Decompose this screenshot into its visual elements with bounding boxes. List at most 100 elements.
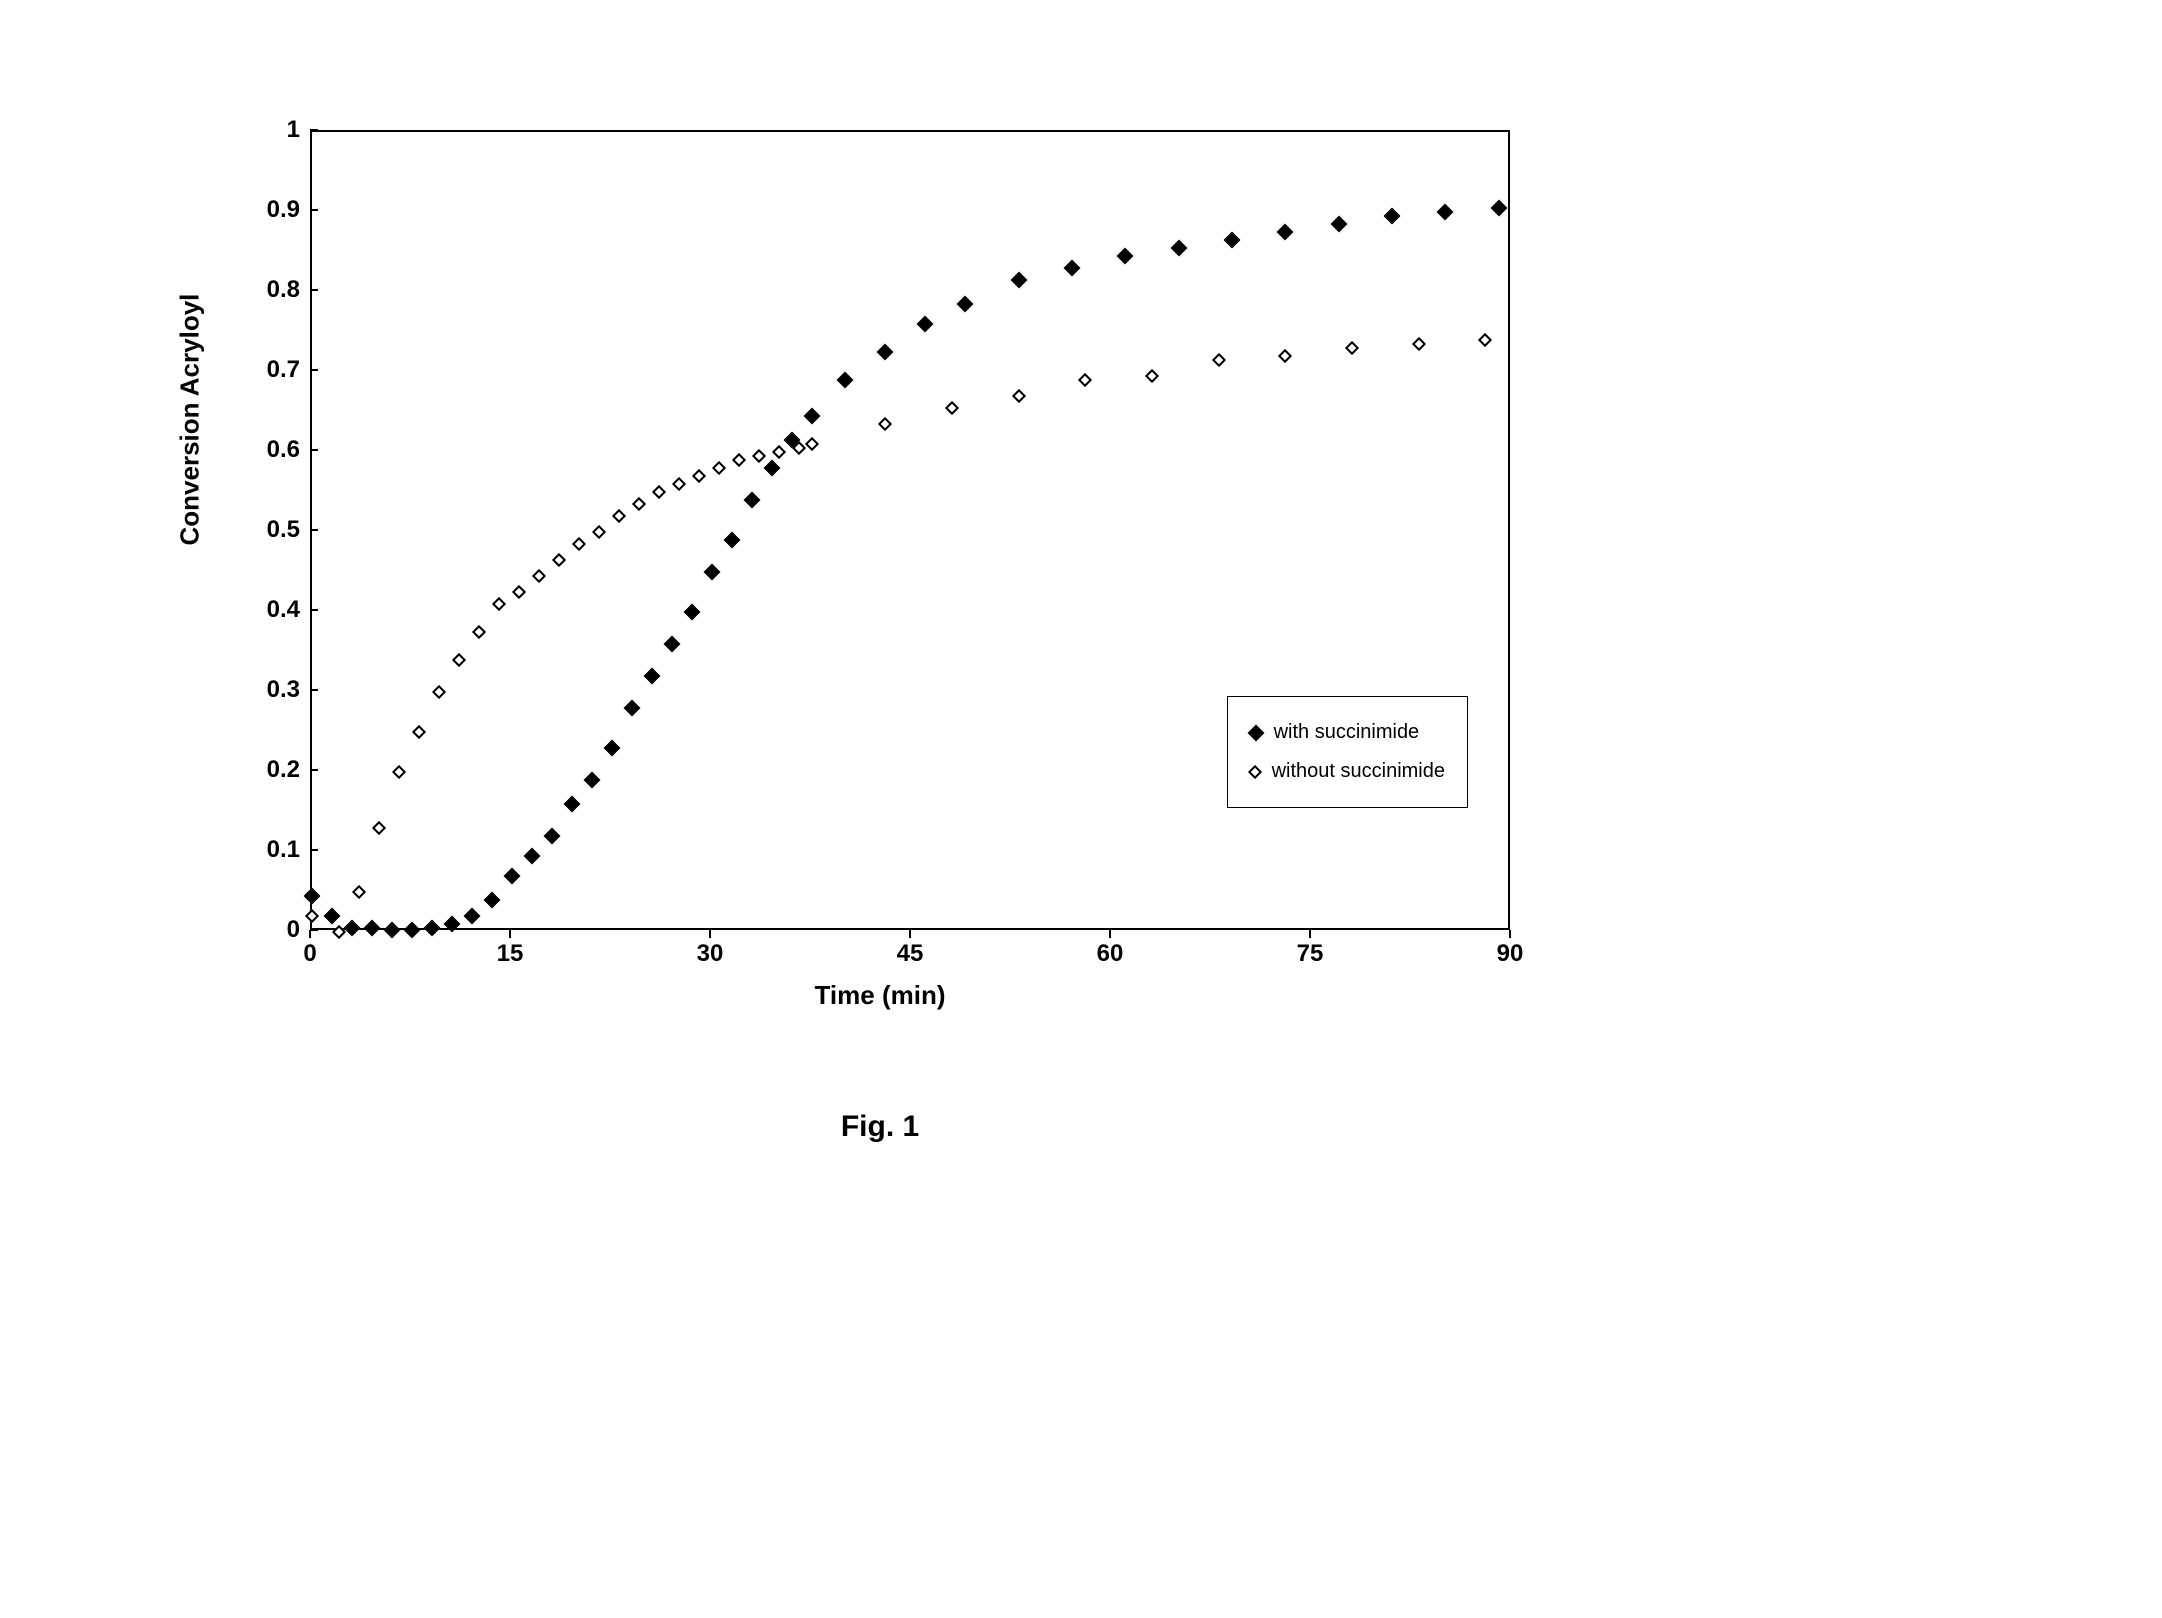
data-point [752, 449, 766, 463]
data-point [837, 372, 854, 389]
data-point [724, 532, 741, 549]
data-point [552, 553, 566, 567]
y-tick-label: 0.5 [240, 516, 300, 544]
data-point [472, 625, 486, 639]
data-point [604, 740, 621, 757]
data-point [372, 821, 386, 835]
x-tick [509, 930, 511, 938]
data-point [1078, 373, 1092, 387]
x-tick [1309, 930, 1311, 938]
y-tick [310, 449, 318, 451]
plot-area: with succinimide without succinimide [310, 130, 1510, 930]
y-tick-label: 0.1 [240, 836, 300, 864]
data-point [945, 401, 959, 415]
data-point [304, 888, 321, 905]
data-point [732, 453, 746, 467]
data-point [1345, 341, 1359, 355]
y-tick [310, 929, 318, 931]
data-point [305, 909, 319, 923]
x-tick-label: 90 [1497, 940, 1524, 968]
x-tick-label: 15 [497, 940, 524, 968]
data-point [444, 916, 461, 933]
data-point [1412, 337, 1426, 351]
data-point [712, 461, 726, 475]
data-point [1145, 369, 1159, 383]
y-tick [310, 769, 318, 771]
data-point [878, 417, 892, 431]
data-point [805, 437, 819, 451]
y-tick-label: 0.3 [240, 676, 300, 704]
data-point [1277, 224, 1294, 241]
data-point [652, 485, 666, 499]
data-point [384, 921, 401, 938]
diamond-open-icon [1248, 764, 1262, 778]
x-tick-label: 0 [303, 940, 316, 968]
y-tick [310, 609, 318, 611]
y-tick-label: 0.7 [240, 356, 300, 384]
x-tick-label: 45 [897, 940, 924, 968]
x-axis-label: Time (min) [180, 980, 1580, 1011]
y-tick [310, 129, 318, 131]
data-point [1012, 389, 1026, 403]
data-point [492, 597, 506, 611]
data-point [704, 564, 721, 581]
data-point [917, 316, 934, 333]
data-point [744, 492, 761, 509]
x-tick [309, 930, 311, 938]
data-point [484, 892, 501, 909]
data-point [632, 497, 646, 511]
data-point [1212, 353, 1226, 367]
data-point [404, 921, 421, 938]
data-point [344, 920, 361, 937]
legend-box: with succinimide without succinimide [1227, 696, 1468, 808]
diamond-filled-icon [1247, 724, 1264, 741]
y-tick-label: 0.8 [240, 276, 300, 304]
y-tick [310, 529, 318, 531]
y-tick-label: 0.2 [240, 756, 300, 784]
data-point [692, 469, 706, 483]
data-point [1437, 204, 1454, 221]
x-tick-label: 30 [697, 940, 724, 968]
data-point [324, 908, 341, 925]
data-point [424, 920, 441, 937]
y-tick-label: 0.9 [240, 196, 300, 224]
data-point [1478, 333, 1492, 347]
y-tick-label: 0 [240, 916, 300, 944]
data-point [1064, 260, 1081, 277]
y-tick [310, 289, 318, 291]
data-point [804, 408, 821, 425]
legend-label: with succinimide [1274, 721, 1420, 744]
data-point [352, 885, 366, 899]
data-point [1278, 349, 1292, 363]
data-point [1117, 248, 1134, 265]
data-point [1490, 200, 1507, 217]
data-point [592, 525, 606, 539]
data-point [432, 685, 446, 699]
data-point [544, 828, 561, 845]
data-point [612, 509, 626, 523]
data-point [764, 460, 781, 477]
data-point [452, 653, 466, 667]
y-tick [310, 369, 318, 371]
legend-item-without: without succinimide [1250, 752, 1445, 791]
data-point [672, 477, 686, 491]
y-tick-label: 1 [240, 116, 300, 144]
data-point [684, 604, 701, 621]
data-point [1224, 232, 1241, 249]
x-tick-label: 60 [1097, 940, 1124, 968]
y-tick-label: 0.6 [240, 436, 300, 464]
data-point [392, 765, 406, 779]
data-point [512, 585, 526, 599]
y-tick-label: 0.4 [240, 596, 300, 624]
data-point [1170, 240, 1187, 257]
data-point [1010, 272, 1027, 289]
data-point [664, 636, 681, 653]
data-point [564, 796, 581, 813]
chart-container: with succinimide without succinimide Con… [180, 100, 1580, 1100]
legend-item-with: with succinimide [1250, 713, 1445, 752]
x-tick-label: 75 [1297, 940, 1324, 968]
data-point [532, 569, 546, 583]
data-point [624, 700, 641, 717]
legend-label: without succinimide [1272, 760, 1445, 783]
data-point [364, 920, 381, 937]
